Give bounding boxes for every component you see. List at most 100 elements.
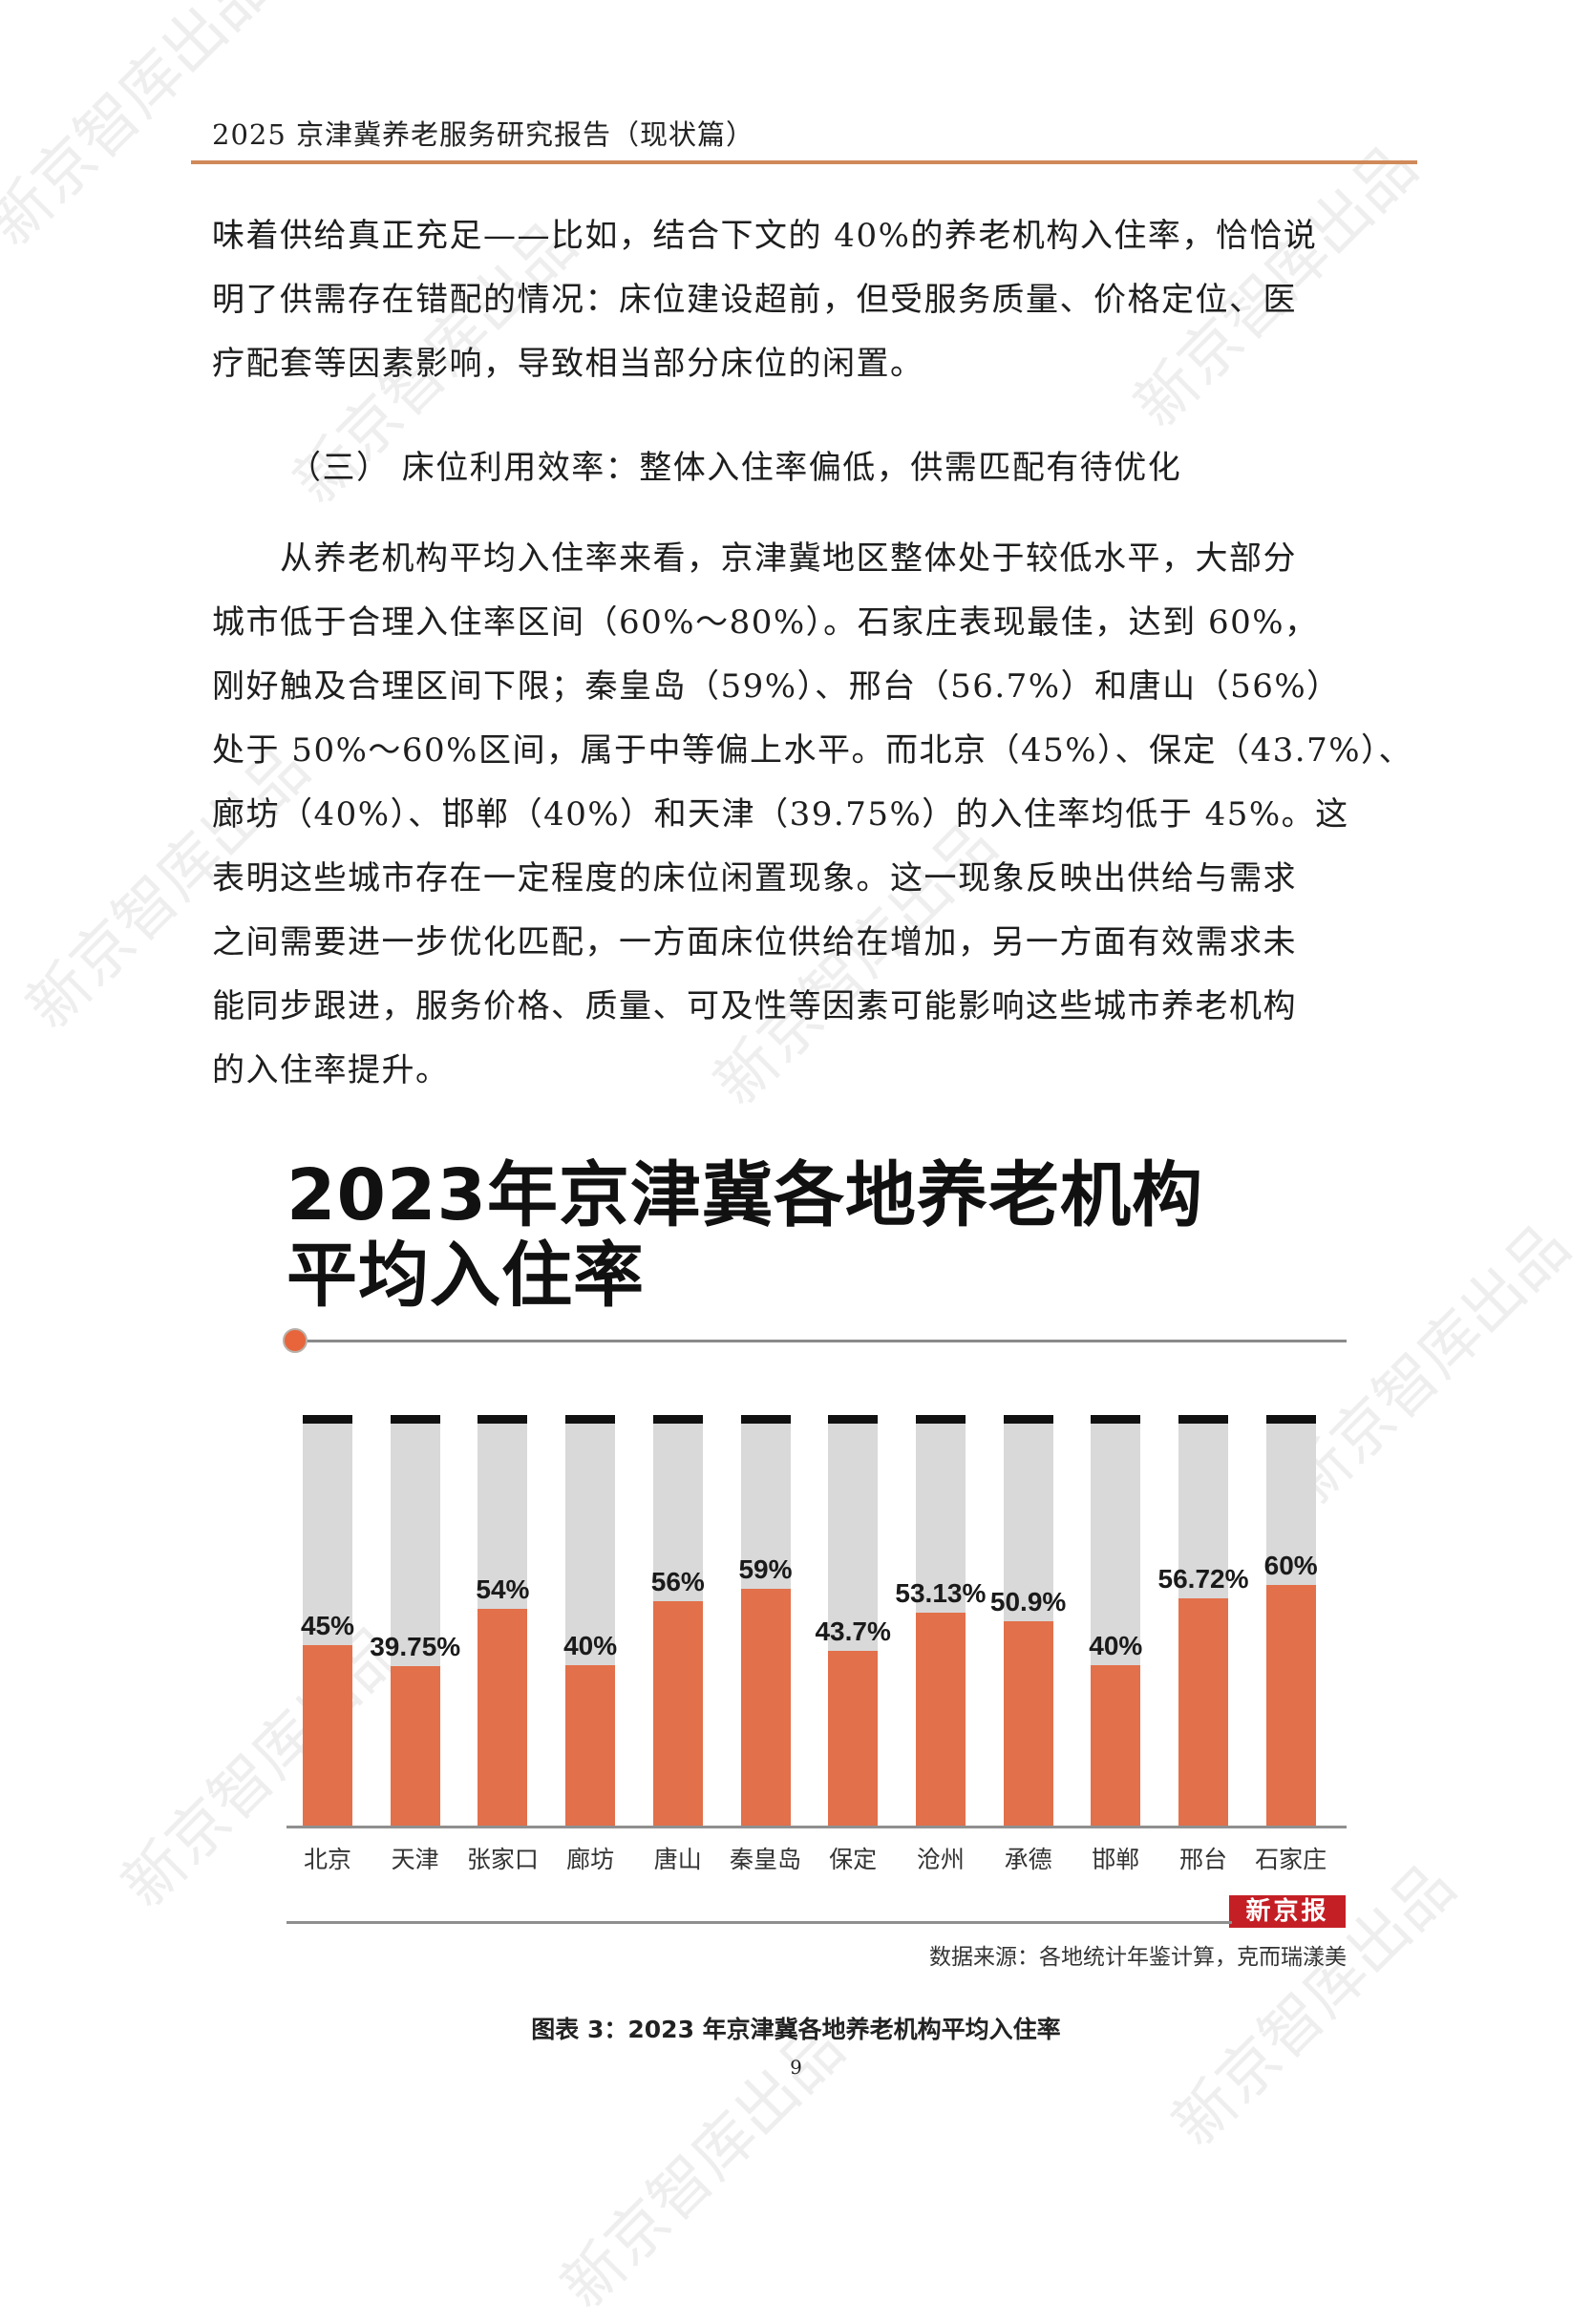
bar-track xyxy=(828,1424,879,1827)
bar-fill xyxy=(478,1609,528,1827)
category-label: 邢台 xyxy=(1178,1846,1227,1873)
bar-value-label: 43.7% xyxy=(815,1616,891,1646)
category-label: 保定 xyxy=(829,1846,878,1873)
bar: 39.75% xyxy=(370,1415,460,1827)
category-label: 邯郸 xyxy=(1092,1846,1140,1873)
bar-fill xyxy=(303,1645,352,1827)
bar-track xyxy=(652,1424,703,1827)
chart-baseline xyxy=(287,1826,1347,1828)
bar-fill xyxy=(652,1601,703,1827)
text-line: 之间需要进一步优化匹配，一方面床位供给在增加，另一方面有效需求未 xyxy=(212,923,1297,961)
category-label: 廊坊 xyxy=(566,1846,615,1873)
bar-cap xyxy=(303,1415,352,1424)
bar-track xyxy=(915,1424,966,1827)
bar: 45% xyxy=(300,1415,355,1827)
bar-cap xyxy=(915,1415,966,1424)
bar-value-label: 54% xyxy=(476,1574,530,1604)
text-line: 表明这些城市存在一定程度的床位闲置现象。这一现象反映出供给与需求 xyxy=(212,859,1297,898)
header-rule xyxy=(191,160,1417,164)
bar-cap xyxy=(828,1415,879,1424)
bar-fill xyxy=(740,1589,791,1827)
bar-value-label: 60% xyxy=(1263,1551,1318,1580)
bar-fill xyxy=(1178,1598,1228,1827)
category-label: 承德 xyxy=(1004,1846,1052,1873)
bar-track xyxy=(390,1424,440,1827)
bar-cap xyxy=(565,1415,616,1424)
bar-fill xyxy=(1091,1665,1141,1827)
text-line: 味着供给真正充足——比如，结合下文的 40%的养老机构入住率，恰恰说 xyxy=(212,217,1318,255)
bar: 50.9% xyxy=(990,1415,1066,1827)
category-label: 石家庄 xyxy=(1255,1846,1327,1873)
category-label: 天津 xyxy=(391,1846,439,1873)
bar-fill xyxy=(1265,1585,1316,1827)
bar-cap xyxy=(478,1415,528,1424)
text-line: 的入住率提升。 xyxy=(212,1051,450,1089)
watermark-text: 新京智库出品 xyxy=(1159,1850,1470,2161)
bar: 53.13% xyxy=(895,1415,986,1827)
bar-value-label: 56.72% xyxy=(1157,1564,1249,1594)
category-label: 张家口 xyxy=(466,1846,539,1873)
category-label: 北京 xyxy=(303,1846,351,1873)
bar-track xyxy=(565,1424,616,1827)
bar-fill xyxy=(1003,1621,1053,1827)
bar-track xyxy=(303,1424,352,1827)
bar: 54% xyxy=(476,1415,530,1827)
category-label: 唐山 xyxy=(653,1846,702,1873)
bar-fill xyxy=(390,1666,440,1827)
bar-track xyxy=(1003,1424,1053,1827)
text-line: 从养老机构平均入住率来看，京津冀地区整体处于较低水平，大部分 xyxy=(212,539,1297,578)
bar-cap xyxy=(390,1415,440,1424)
watermark-text: 新京智库出品 xyxy=(548,2013,859,2323)
bar-track xyxy=(740,1424,791,1827)
bar-value-label: 40% xyxy=(563,1631,618,1660)
bar: 40% xyxy=(1089,1415,1143,1827)
figure-caption: 图表 3：2023 年京津冀各地养老机构平均入住率 xyxy=(531,2016,1061,2043)
paragraph-continued: 味着供给真正充足——比如，结合下文的 40%的养老机构入住率，恰恰说 明了供需存… xyxy=(212,204,1396,396)
bar: 56% xyxy=(650,1415,705,1827)
category-label: 秦皇岛 xyxy=(729,1846,801,1873)
chart-title-line: 2023年京津冀各地养老机构 xyxy=(287,1154,1203,1236)
section-heading: （三） 床位利用效率：整体入住率偏低，供需匹配有待优化 xyxy=(288,449,1182,487)
bar-track xyxy=(1265,1424,1316,1827)
data-source: 数据来源：各地统计年鉴计算，克而瑞漾美 xyxy=(929,1945,1347,1970)
paragraph-analysis: 从养老机构平均入住率来看，京津冀地区整体处于较低水平，大部分 城市低于合理入住率… xyxy=(212,527,1413,1103)
text-line: 能同步跟进，服务价格、质量、可及性等因素可能影响这些城市养老机构 xyxy=(212,987,1297,1025)
bar: 43.7% xyxy=(815,1415,891,1827)
text-line: 城市低于合理入住率区间（60%～80%）。石家庄表现最佳，达到 60%， xyxy=(212,603,1319,642)
accent-dot-icon xyxy=(283,1328,308,1353)
bar: 56.72% xyxy=(1158,1415,1248,1827)
page-number: 9 xyxy=(790,2056,802,2079)
bar: 60% xyxy=(1263,1415,1318,1827)
category-label: 沧州 xyxy=(916,1846,965,1873)
chart-title-line: 平均入住率 xyxy=(287,1235,645,1317)
bar-value-label: 59% xyxy=(738,1554,793,1584)
bar-value-label: 40% xyxy=(1089,1631,1143,1660)
bar-value-label: 56% xyxy=(650,1567,705,1596)
chart-title: 2023年京津冀各地养老机构 平均入住率 xyxy=(287,1155,1203,1316)
bar-value-label: 39.75% xyxy=(370,1632,461,1661)
text-line: 处于 50%～60%区间，属于中等偏上水平。而北京（45%）、保定（43.7%）… xyxy=(212,731,1413,770)
bar: 59% xyxy=(738,1415,793,1827)
bar-cap xyxy=(1178,1415,1228,1424)
text-line: 明了供需存在错配的情况：床位建设超前，但受服务质量、价格定位、医 xyxy=(212,281,1297,319)
running-header: 2025 京津冀养老服务研究报告（现状篇） xyxy=(212,118,755,151)
bar-cap xyxy=(740,1415,791,1424)
bar-value-label: 45% xyxy=(300,1611,355,1640)
bar-fill xyxy=(565,1665,616,1827)
bar-cap xyxy=(1091,1415,1141,1424)
chart-footer-rule xyxy=(287,1921,1232,1924)
bar-value-label: 53.13% xyxy=(895,1578,987,1608)
text-line: 刚好触及合理区间下限；秦皇岛（59%）、邢台（56.7%）和唐山（56%） xyxy=(212,667,1341,706)
bar-fill xyxy=(828,1651,879,1827)
bar-track xyxy=(1178,1424,1228,1827)
bar-fill xyxy=(915,1613,966,1827)
bar: 40% xyxy=(563,1415,618,1827)
bar-cap xyxy=(1265,1415,1316,1424)
chart-title-rule xyxy=(296,1340,1347,1342)
bar-cap xyxy=(652,1415,703,1424)
brand-logo: 新京报 xyxy=(1229,1895,1346,1928)
bar-value-label: 50.9% xyxy=(989,1587,1067,1616)
bar-chart-plot: 45% 39.75% 54% 40% 56% 59% 43.7% 53.13% 50.9% 40%… xyxy=(287,1404,1347,1833)
bar-cap xyxy=(1003,1415,1053,1424)
text-line: 廊坊（40%）、邯郸（40%）和天津（39.75%）的入住率均低于 45%。这 xyxy=(212,795,1349,834)
